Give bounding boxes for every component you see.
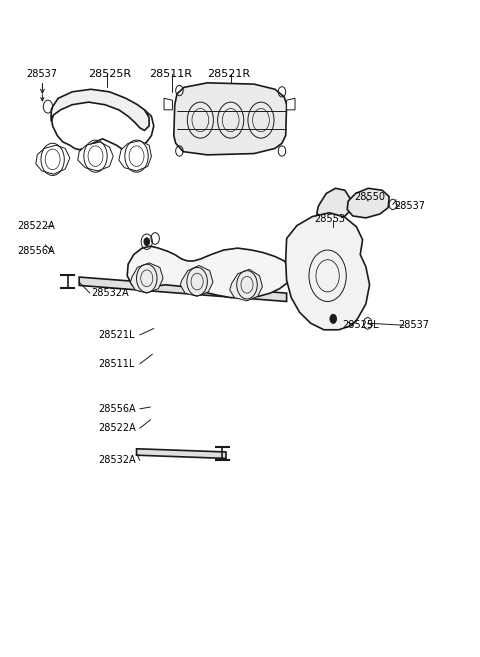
Text: 28556A: 28556A — [17, 246, 55, 256]
Text: 28522A: 28522A — [17, 221, 55, 231]
Polygon shape — [136, 449, 226, 459]
Text: 28532A: 28532A — [91, 288, 129, 298]
Text: 28550: 28550 — [354, 192, 385, 202]
Polygon shape — [174, 83, 287, 155]
Polygon shape — [79, 277, 287, 302]
Text: 28556A: 28556A — [98, 404, 135, 414]
Polygon shape — [119, 141, 151, 171]
Polygon shape — [127, 246, 290, 298]
Text: 28537: 28537 — [26, 70, 58, 79]
Text: 28532A: 28532A — [98, 455, 135, 465]
Text: 28511L: 28511L — [98, 359, 134, 369]
Text: 28525L: 28525L — [343, 320, 379, 330]
Text: 28553: 28553 — [314, 214, 346, 224]
Polygon shape — [180, 265, 213, 296]
Circle shape — [144, 238, 150, 246]
Text: 28521R: 28521R — [207, 70, 251, 79]
Polygon shape — [164, 99, 172, 110]
Polygon shape — [78, 142, 113, 171]
Polygon shape — [286, 213, 370, 330]
Polygon shape — [131, 263, 163, 293]
Text: 28521L: 28521L — [98, 330, 134, 340]
Text: 28537: 28537 — [398, 320, 430, 330]
Polygon shape — [230, 269, 263, 301]
Text: 28511R: 28511R — [149, 70, 192, 79]
Polygon shape — [347, 189, 389, 218]
Text: 28522A: 28522A — [98, 423, 135, 433]
Polygon shape — [51, 97, 154, 152]
Text: 28525R: 28525R — [88, 70, 132, 79]
Polygon shape — [51, 89, 149, 131]
Polygon shape — [317, 189, 351, 222]
Circle shape — [330, 314, 336, 323]
Polygon shape — [287, 99, 295, 110]
Polygon shape — [36, 145, 70, 174]
Text: 28537: 28537 — [394, 201, 425, 212]
